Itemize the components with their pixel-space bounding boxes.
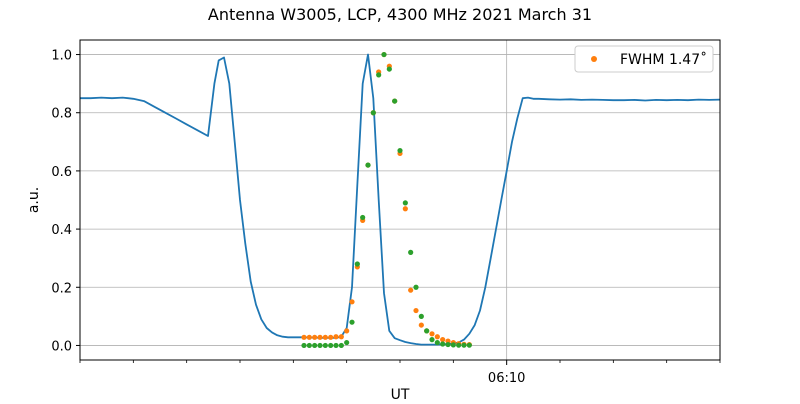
- fit-point: [370, 110, 376, 116]
- fit-point: [445, 341, 451, 348]
- fwhm-point: [349, 299, 355, 305]
- y-tick-label: 0.2: [51, 281, 72, 296]
- chart-title: Antenna W3005, LCP, 4300 MHz 2021 March …: [208, 5, 592, 24]
- fit-point: [402, 200, 408, 206]
- legend: FWHM 1.47˚: [574, 45, 714, 73]
- fit-point: [408, 249, 414, 255]
- fwhm-point: [317, 334, 323, 340]
- fit-point: [376, 72, 382, 78]
- fit-point: [312, 342, 318, 349]
- fit-point: [354, 261, 360, 267]
- legend-marker: [591, 56, 597, 62]
- fwhm-point: [306, 334, 312, 340]
- legend-label: FWHM 1.47˚: [620, 51, 707, 68]
- fit-point: [333, 342, 339, 349]
- fit-point: [360, 214, 366, 221]
- fit-point: [418, 313, 424, 319]
- fit-point: [317, 342, 323, 349]
- series-line: [80, 53, 721, 346]
- y-tick-label: 0.4: [51, 223, 72, 238]
- fit-point: [322, 342, 328, 349]
- fit-point: [392, 98, 398, 104]
- fit-point: [386, 66, 392, 72]
- fwhm-point: [434, 334, 440, 340]
- y-tick-label: 0.8: [51, 107, 72, 122]
- y-tick-label: 0.6: [51, 165, 72, 180]
- fit-point: [434, 339, 440, 346]
- legend-frame: [574, 45, 714, 73]
- fit-point: [413, 284, 419, 290]
- fwhm-point: [333, 334, 339, 340]
- fwhm-point: [440, 337, 446, 343]
- fit-point: [424, 328, 430, 334]
- y-tick-label: 0.0: [51, 339, 72, 354]
- fit-point: [365, 162, 371, 168]
- fwhm-point: [338, 334, 344, 340]
- fwhm-point: [301, 334, 307, 340]
- fit-point: [349, 319, 355, 325]
- fwhm-point: [312, 334, 318, 340]
- fit-point: [306, 342, 312, 349]
- x-axis-label: UT: [391, 387, 410, 400]
- fwhm-point: [328, 334, 334, 340]
- fit-point: [461, 342, 467, 348]
- fit-point: [440, 341, 446, 347]
- fwhm-point: [402, 206, 408, 212]
- fit-point: [456, 342, 462, 348]
- y-axis-label: a.u.: [26, 187, 42, 213]
- fit-point: [397, 147, 403, 154]
- fit-point: [328, 342, 334, 349]
- axes-layer: 0.0 0.2 0.4 0.6 0.8 1.0 06:10: [51, 49, 721, 386]
- grid-layer: [80, 40, 720, 360]
- plot-frame: [79, 39, 721, 361]
- fwhm-point: [344, 328, 350, 334]
- fit-point: [429, 337, 435, 343]
- x-tick-label: 06:10: [488, 371, 525, 386]
- series-layer: [80, 51, 721, 349]
- fwhm-point: [418, 322, 424, 328]
- y-tick-label: 1.0: [51, 49, 72, 64]
- fit-point: [301, 342, 307, 349]
- fwhm-point: [413, 307, 419, 314]
- fwhm-point: [322, 334, 328, 340]
- fit-point: [450, 342, 456, 348]
- fit-point: [344, 339, 350, 346]
- fwhm-point: [429, 331, 435, 337]
- fwhm-point: [408, 287, 414, 293]
- fit-point: [381, 51, 387, 58]
- fit-point: [466, 342, 472, 348]
- fit-point: [338, 342, 344, 349]
